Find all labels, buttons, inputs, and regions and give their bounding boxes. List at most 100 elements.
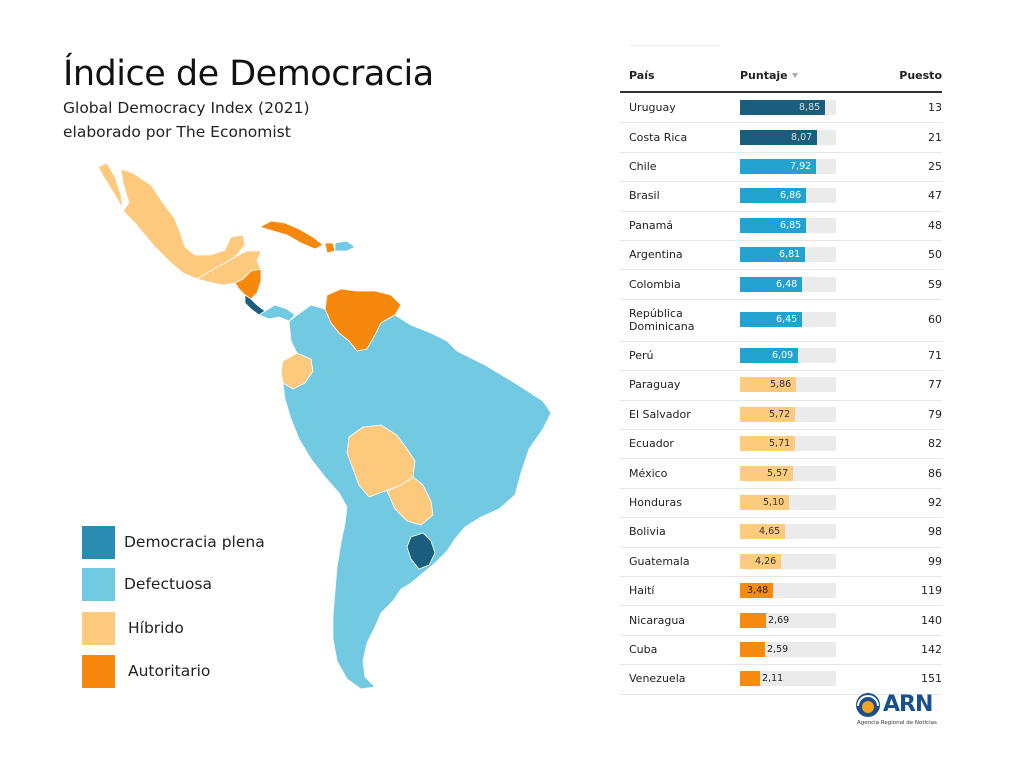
score-label: 7,92 [790,160,812,172]
column-header-rank[interactable]: Puesto [899,69,942,82]
score-bar [740,583,773,599]
legend-swatch-hybrid [82,612,115,645]
country-name: México [629,466,668,480]
rank-value: 48 [928,218,942,232]
score-bar [740,247,805,263]
rank-value: 86 [928,466,942,480]
country-name: Cuba [629,642,658,656]
arn-logo-icon [856,693,880,717]
country-name: Haití [629,584,655,598]
rank-value: 25 [928,159,942,173]
rank-value: 142 [921,642,942,656]
score-bar-track: 6,86 [740,188,836,204]
score-label: 6,09 [772,349,794,361]
score-label: 2,11 [762,673,784,685]
score-bar [740,312,802,328]
table-row: Colombia 6,48 59 [620,269,942,300]
rank-value: 50 [928,248,942,262]
score-label: 6,86 [780,190,802,202]
score-label: 8,07 [791,131,813,143]
country-name: Ecuador [629,437,674,451]
score-bar [740,465,793,481]
score-label: 6,85 [780,219,802,231]
table-row: Chile 7,92 25 [620,152,942,183]
score-bar [740,347,798,363]
table-row: El Salvador 5,72 79 [620,400,942,430]
rank-value: 13 [928,101,942,115]
arn-logo-subtext: Agencia Regional de Noticias [857,720,937,726]
table-row: Haití 3,48 119 [620,576,942,607]
score-label: 4,65 [759,526,781,538]
score-bar [740,217,806,233]
map-region-dominican-republic [334,240,356,252]
score-bar-track: 5,57 [740,465,836,481]
table-row: Honduras 5,10 92 [620,488,942,519]
country-name: Nicaragua [629,613,686,627]
table-row: Perú 6,09 71 [620,341,942,372]
legend-item-hybrid: Híbrido [82,612,342,646]
score-label: 6,81 [779,249,801,261]
country-name: Bolivia [629,525,666,539]
table-row: México 5,57 86 [620,458,942,489]
score-bar [740,158,816,174]
arn-logo-text: ARN [883,692,933,717]
country-name: República Dominicana [629,306,695,333]
rank-value: 59 [928,277,942,291]
table-row: Guatemala 4,26 99 [620,547,942,577]
country-name: Argentina [629,248,683,262]
score-label: 5,10 [763,496,785,508]
table-row: Argentina 6,81 50 [620,240,942,271]
rank-value: 71 [928,348,942,362]
score-label: 5,57 [767,467,789,479]
score-bar-track: 5,10 [740,494,836,510]
table-row: Bolivia 4,65 98 [620,517,942,548]
table-row: Panamá 6,85 48 [620,211,942,241]
score-bar-track: 6,09 [740,347,836,363]
rank-value: 47 [928,189,942,203]
score-bar [740,276,802,292]
score-bar [740,406,795,422]
score-bar [740,129,817,145]
rank-value: 60 [928,313,942,327]
legend-item-full: Democracia plena [82,526,342,560]
legend-label-authoritarian: Autoritario [128,662,211,680]
score-bar-track: 6,81 [740,247,836,263]
legend-item-authoritarian: Autoritario [82,655,342,689]
map-region-nicaragua [234,268,262,300]
score-label: 5,71 [769,438,791,450]
score-bar [740,377,796,393]
column-header-country[interactable]: País [629,69,655,82]
country-name: Panamá [629,218,674,232]
score-bar-track: 7,92 [740,158,836,174]
legend-label-flawed: Defectuosa [124,575,212,593]
legend-label-hybrid: Híbrido [128,619,184,637]
rank-value: 79 [928,407,942,421]
map-region-south-america-flawed [282,304,552,690]
score-label: 5,86 [770,379,792,391]
score-label: 8,85 [799,102,821,114]
table-header: País Puntaje Puesto [620,67,942,93]
score-label: 3,48 [747,585,769,597]
country-name: Uruguay [629,101,676,115]
country-name: Perú [629,348,654,362]
score-bar-track: 2,69 [740,612,836,628]
score-bar [740,494,789,510]
map-region-panama [258,304,296,322]
column-header-score[interactable]: Puntaje [740,69,788,82]
sort-descending-icon[interactable] [792,73,798,78]
rank-value: 119 [921,584,942,598]
score-label: 4,26 [755,555,777,567]
score-bar-track: 2,11 [740,671,836,687]
rank-value: 82 [928,437,942,451]
score-bar [740,436,795,452]
score-label: 2,69 [768,614,790,626]
country-name: Paraguay [629,378,681,392]
legend-item-flawed: Defectuosa [82,568,342,602]
map-region-costa-rica [244,294,266,316]
rank-value: 21 [928,130,942,144]
country-name: Venezuela [629,672,686,686]
subtitle-line-2: elaborado por The Economist [63,123,291,141]
table-top-divider [630,45,720,46]
table-row: Ecuador 5,71 82 [620,429,942,460]
score-label: 6,48 [776,278,798,290]
